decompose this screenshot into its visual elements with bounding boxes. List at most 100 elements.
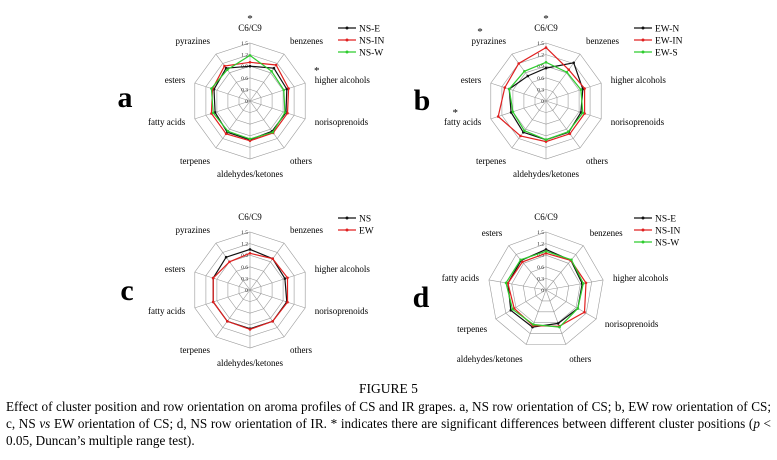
legend-marker bbox=[345, 26, 349, 30]
tick-label: 0 bbox=[541, 288, 544, 294]
grid-ring bbox=[511, 254, 581, 324]
tick-label: 0.9 bbox=[537, 253, 544, 259]
axis-spoke bbox=[249, 242, 285, 291]
tick-label: 1.2 bbox=[241, 53, 248, 59]
data-point bbox=[576, 307, 580, 310]
legend-marker bbox=[641, 216, 645, 220]
data-point bbox=[544, 250, 548, 253]
axis-label: esters bbox=[165, 75, 186, 85]
data-point bbox=[286, 111, 289, 115]
axis-label: others bbox=[586, 156, 608, 166]
data-point bbox=[570, 258, 573, 262]
axis-label: C6/C9 bbox=[238, 23, 262, 33]
significance-marker: * bbox=[477, 26, 483, 38]
axis-label: norisoprenoids bbox=[611, 117, 665, 127]
legend-label: EW-S bbox=[655, 49, 678, 59]
caption-fragment: vs bbox=[39, 416, 51, 431]
data-point bbox=[248, 139, 252, 143]
axis-label: norisoprenoids bbox=[315, 117, 369, 127]
data-point bbox=[224, 132, 228, 136]
tick-label: 0.6 bbox=[537, 76, 544, 82]
axis-label: terpenes bbox=[180, 156, 210, 166]
legend-label: NS-IN bbox=[655, 227, 680, 237]
axis-label: C6/C9 bbox=[238, 212, 262, 222]
tick-label: 1.2 bbox=[241, 242, 248, 248]
tick-label: 0.9 bbox=[241, 253, 248, 259]
tick-label: 1.5 bbox=[537, 41, 544, 47]
data-point bbox=[556, 322, 560, 325]
legend-label: NS-W bbox=[359, 49, 383, 59]
axis-spoke bbox=[215, 289, 251, 338]
axis-label: terpenes bbox=[180, 345, 210, 355]
axis-label: terpenes bbox=[457, 324, 487, 334]
axis-spoke bbox=[545, 289, 597, 320]
data-point bbox=[211, 111, 215, 115]
axis-label: others bbox=[290, 156, 312, 166]
data-point bbox=[283, 277, 287, 280]
axis-spoke bbox=[525, 289, 547, 345]
figure-caption: FIGURE 5 Effect of cluster position and … bbox=[0, 380, 777, 449]
tick-label: 0.6 bbox=[241, 265, 248, 271]
grid-ring bbox=[488, 231, 604, 345]
data-point bbox=[565, 70, 569, 74]
axis-label: esters bbox=[165, 264, 186, 274]
data-point bbox=[507, 87, 511, 91]
axis-label: higher alcohols bbox=[315, 75, 371, 85]
data-point bbox=[270, 70, 273, 73]
data-point bbox=[532, 323, 535, 326]
series-line-NS-W bbox=[505, 250, 584, 328]
data-point bbox=[248, 54, 252, 57]
axis-spoke bbox=[215, 242, 251, 291]
legend-marker bbox=[345, 38, 349, 42]
radar-figure: 0 0.3 0.6 0.9 1.2 1.5 C6/C9 * benzenes higher alc… bbox=[118, 13, 683, 368]
data-point bbox=[211, 300, 215, 304]
legend-marker bbox=[641, 240, 645, 244]
axis-spoke bbox=[488, 279, 547, 291]
axis-spoke bbox=[249, 271, 306, 291]
tick-label: 0 bbox=[245, 99, 248, 105]
axis-spoke bbox=[545, 245, 584, 291]
grid-ring bbox=[499, 243, 593, 334]
data-point bbox=[223, 64, 226, 68]
legend-marker bbox=[641, 26, 645, 30]
data-point bbox=[286, 276, 289, 280]
data-point bbox=[504, 281, 508, 285]
data-point bbox=[224, 255, 228, 259]
axis-label: esters bbox=[461, 75, 482, 85]
tick-label: 0.3 bbox=[241, 276, 248, 282]
data-point bbox=[248, 137, 252, 141]
axis-label: aldehydes/ketones bbox=[217, 358, 283, 368]
legend-label: NS-E bbox=[655, 215, 676, 225]
figure-title: FIGURE 5 bbox=[359, 381, 418, 396]
data-point bbox=[544, 46, 548, 49]
panel-label: a bbox=[118, 81, 133, 114]
axis-spoke bbox=[194, 271, 251, 291]
caption-fragment: < 0.05, Duncan’s multiple range test). bbox=[6, 416, 771, 448]
axis-label: fatty acids bbox=[442, 273, 480, 283]
axis-label: benzenes bbox=[290, 225, 323, 235]
axis-label: others bbox=[290, 345, 312, 355]
data-point bbox=[544, 140, 548, 143]
data-point bbox=[226, 130, 230, 133]
axis-label: pyrazines bbox=[176, 225, 211, 235]
axis-spoke bbox=[194, 100, 251, 120]
data-point bbox=[248, 248, 252, 251]
data-point bbox=[228, 260, 231, 264]
panel-label: d bbox=[413, 281, 430, 314]
legend-marker bbox=[345, 216, 349, 220]
legend-label: EW-IN bbox=[655, 37, 683, 47]
grid-ring bbox=[522, 266, 570, 313]
data-point bbox=[248, 252, 252, 255]
axis-label: fatty acids bbox=[148, 306, 186, 316]
data-point bbox=[544, 61, 548, 64]
data-point bbox=[211, 276, 215, 280]
data-point bbox=[581, 111, 585, 115]
data-point bbox=[523, 70, 526, 73]
data-point bbox=[271, 131, 275, 134]
data-point bbox=[496, 115, 500, 118]
data-point bbox=[523, 129, 526, 132]
legend-label: NS bbox=[359, 215, 371, 225]
legend-label: NS-W bbox=[655, 239, 679, 249]
